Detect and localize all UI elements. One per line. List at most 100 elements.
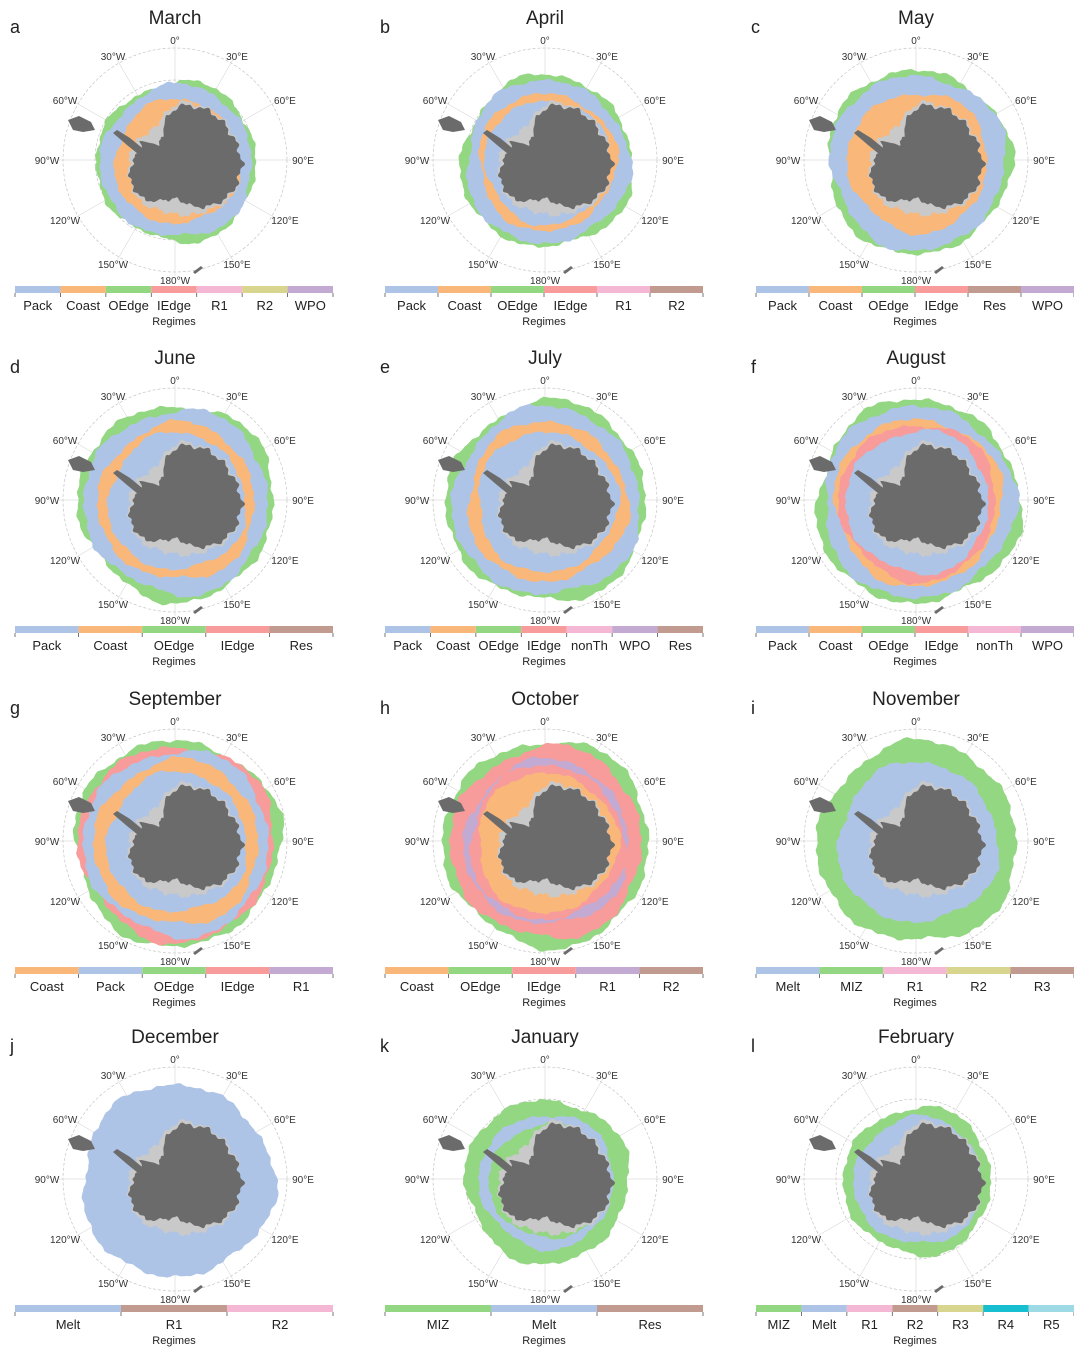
lon-label: 120°W [420, 216, 451, 227]
lon-label: 150°W [468, 260, 499, 271]
lon-label: 30°W [101, 1071, 126, 1082]
lon-label: 120°E [1012, 556, 1040, 567]
lon-label: 150°E [223, 600, 251, 611]
legend-swatch [968, 286, 1021, 293]
legend-label: IEdge [554, 298, 588, 313]
legend-swatch [847, 1305, 892, 1312]
lon-label: 150°W [468, 941, 499, 952]
legend-swatch [756, 626, 809, 633]
panel: lFebruary0°30°E60°E90°E120°E150°E180°W15… [751, 1027, 1074, 1347]
south-america [68, 1135, 95, 1151]
legend-label: R1 [861, 1317, 878, 1332]
lon-label: 30°E [967, 733, 989, 744]
lon-label: 120°W [420, 897, 451, 908]
lon-label: 60°W [794, 777, 819, 788]
legend-swatch [892, 1305, 937, 1312]
panel-title: November [872, 689, 960, 710]
legend-title: Regimes [152, 316, 196, 328]
panel: dJune0°30°E60°E90°E120°E150°E180°W150°W1… [10, 348, 333, 668]
lon-label: 180°W [530, 1295, 561, 1306]
lon-label: 60°E [274, 1115, 296, 1126]
lon-label: 30°E [596, 733, 618, 744]
legend-swatch [269, 967, 333, 974]
lon-label: 150°E [223, 1279, 251, 1290]
lon-label: 150°W [839, 1279, 870, 1290]
panel-title: May [898, 8, 934, 29]
lon-label: 60°E [644, 1115, 666, 1126]
legend-label: WPO [1032, 638, 1063, 653]
legend-swatch [756, 286, 809, 293]
legend-label: OEdge [497, 298, 537, 313]
panel-letter: a [10, 17, 21, 37]
legend-swatch [206, 967, 270, 974]
panel-letter: d [10, 357, 20, 377]
lon-label: 150°E [964, 260, 992, 271]
lon-label: 120°W [791, 216, 822, 227]
legend-label: IEdge [925, 638, 959, 653]
legend-swatch [512, 967, 576, 974]
legend-label: Pack [32, 638, 61, 653]
legend-label: WPO [295, 298, 326, 313]
lon-label: 0° [540, 1055, 550, 1066]
panel-letter: k [380, 1036, 390, 1056]
legend-label: R1 [599, 979, 616, 994]
legend-label: R2 [668, 298, 685, 313]
lon-label: 30°W [842, 1071, 867, 1082]
lon-label: 60°W [794, 1115, 819, 1126]
legend-swatch [650, 286, 703, 293]
lon-label: 30°W [471, 52, 496, 63]
legend-swatch [915, 286, 968, 293]
legend-title: Regimes [522, 656, 566, 668]
legend-label: Pack [23, 298, 52, 313]
legend-swatch [597, 286, 650, 293]
south-america [68, 116, 95, 132]
lon-label: 60°E [274, 96, 296, 107]
legend-swatch [639, 967, 703, 974]
panel-title: March [149, 8, 202, 29]
lon-label: 90°E [292, 156, 314, 167]
lon-label: 30°W [101, 52, 126, 63]
legend-swatch [968, 626, 1021, 633]
legend-swatch [597, 1305, 703, 1312]
panel-title: June [154, 348, 195, 369]
lon-label: 90°E [1033, 837, 1055, 848]
legend-swatch [612, 626, 657, 633]
lon-label: 30°E [596, 1071, 618, 1082]
legend-title: Regimes [893, 316, 937, 328]
legend-label: R2 [272, 1317, 289, 1332]
lon-label: 180°W [901, 276, 932, 287]
lon-label: 30°E [226, 52, 248, 63]
lon-label: 150°W [468, 600, 499, 611]
legend-label: R2 [907, 1317, 924, 1332]
legend-label: Coast [66, 298, 100, 313]
south-america [809, 116, 836, 132]
panel: iNovember0°30°E60°E90°E120°E150°E180°W15… [751, 689, 1074, 1009]
legend-swatch [79, 967, 143, 974]
lon-label: 0° [540, 376, 550, 387]
legend-swatch [269, 626, 333, 633]
legend-swatch [206, 626, 270, 633]
legend-label: MIZ [768, 1317, 790, 1332]
legend-label: Pack [96, 979, 125, 994]
panel-title: February [878, 1027, 955, 1048]
legend-label: IEdge [925, 298, 959, 313]
legend-swatch [883, 967, 947, 974]
legend-title: Regimes [522, 1335, 566, 1347]
legend-swatch [544, 286, 597, 293]
lon-label: 150°W [98, 600, 129, 611]
lon-label: 180°W [160, 276, 191, 287]
lon-label: 30°W [101, 392, 126, 403]
legend-label: R1 [211, 298, 228, 313]
lon-label: 60°E [1015, 96, 1037, 107]
legend-title: Regimes [893, 656, 937, 668]
legend-swatch [491, 1305, 597, 1312]
legend-swatch [756, 1305, 801, 1312]
legend-swatch [121, 1305, 227, 1312]
lon-label: 30°W [842, 733, 867, 744]
legend-label: R4 [998, 1317, 1015, 1332]
legend-swatch [15, 967, 79, 974]
legend-title: Regimes [893, 1335, 937, 1347]
legend-label: R2 [257, 298, 274, 313]
legend-label: Melt [776, 979, 801, 994]
